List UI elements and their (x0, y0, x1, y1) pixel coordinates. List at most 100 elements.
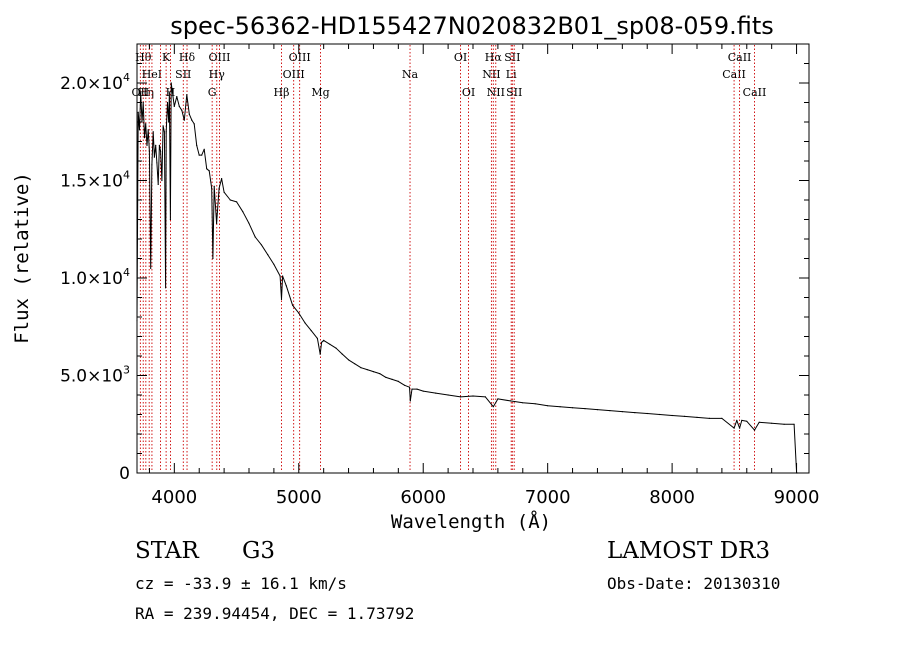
spectrum-point-71 (321, 341, 323, 343)
spectrum-point-108 (634, 412, 636, 414)
spectrum-point-82 (385, 376, 387, 378)
subclass: G3 (242, 538, 276, 564)
line-label-13: Hβ (274, 86, 290, 99)
spectrum-point-27 (168, 92, 170, 94)
spectrum-point-28 (169, 218, 171, 221)
line-label-12: OIII (208, 51, 230, 64)
spectrum-point-43 (203, 148, 205, 150)
spectrum-point-76 (348, 359, 350, 361)
object-class: STAR (135, 538, 199, 564)
spectrum-point-95 (484, 396, 486, 398)
spectrum-point-124 (783, 423, 785, 425)
spectrum-point-93 (460, 396, 462, 398)
spectrum-point-19 (160, 150, 162, 152)
chart-title: spec-56362-HD155427N020832B01_sp08-059.f… (170, 12, 774, 40)
y-tick-label-0: 0 (119, 464, 130, 484)
spectrum-point-111 (671, 414, 673, 417)
line-label-6: K (162, 51, 171, 64)
line-label-26: CaII (722, 68, 746, 81)
spectrum-point-90 (422, 390, 424, 392)
spectrum-point-35 (183, 119, 185, 121)
spectrum-point-9 (147, 129, 149, 131)
spectrum-point-68 (310, 330, 312, 332)
line-label-20: NII (482, 68, 500, 81)
spectrum-point-46 (211, 187, 213, 189)
spectrum-point-89 (416, 388, 418, 390)
line-label-15: OIII (289, 51, 311, 64)
spectrum-point-66 (298, 312, 300, 314)
spectrum-point-5 (142, 101, 144, 104)
coordinates: RA = 239.94454, DEC = 1.73792 (135, 604, 415, 623)
spectrum-point-2 (138, 129, 141, 131)
spectrum-point-107 (621, 411, 623, 413)
spectrum-point-58 (260, 244, 262, 246)
x-tick-label-4: 8000 (649, 487, 695, 508)
spectrum-point-112 (684, 415, 686, 417)
line-label-23: Li (506, 68, 517, 81)
spectrum-point-31 (173, 105, 175, 107)
spectrum-point-85 (404, 384, 406, 386)
line-label-11: Hγ (209, 68, 226, 81)
spectrum-point-86 (408, 386, 411, 388)
spectrum-point-1 (137, 111, 139, 113)
spectrum-point-69 (316, 337, 318, 339)
y-tick-exponent-2: 4 (123, 266, 130, 279)
line-label-18: OI (454, 51, 467, 64)
line-label-14: OIII (283, 68, 305, 81)
spectrum-point-18 (158, 144, 160, 146)
spectrum-point-64 (285, 285, 287, 287)
spectrum-point-113 (696, 416, 698, 418)
spectrum-point-78 (360, 367, 362, 369)
spectrum-point-87 (409, 400, 411, 402)
line-label-4: HeI (142, 68, 162, 81)
redshift-velocity: cz = -33.9 ± 16.1 km/s (135, 574, 347, 593)
axes: 4000 5000 6000 7000 8000 9000 0 5.0×103 1.0×104 1… (60, 44, 819, 508)
spectrum-point-24 (165, 131, 167, 133)
spectrum-point-121 (753, 429, 756, 431)
spectrum-point-59 (267, 254, 269, 256)
spectrum-point-16 (156, 162, 158, 164)
x-tick-label-2: 6000 (400, 487, 446, 508)
spectrum-point-57 (254, 236, 256, 238)
spectrum-point-119 (741, 419, 743, 421)
spectrum-point-70 (319, 353, 321, 355)
spectrum-point-83 (391, 378, 393, 380)
x-tick-label-3: 7000 (525, 487, 571, 508)
line-label-7: H (166, 86, 176, 99)
spectrum-point-25 (166, 101, 169, 104)
spectrum-line-0 (136, 82, 798, 474)
spectrum-point-60 (273, 263, 275, 265)
spectrum-point-122 (758, 421, 760, 423)
spectrum-point-115 (721, 417, 723, 419)
survey-name: LAMOST DR3 (607, 538, 771, 564)
spectrum-point-94 (472, 395, 474, 397)
spectrum-point-56 (248, 222, 250, 224)
line-label-10: G (208, 86, 217, 99)
line-label-21: Hα (485, 51, 503, 64)
y-tick-label-1: 5.0×103 (60, 364, 130, 387)
spectrum-point-109 (646, 412, 648, 415)
spectrum-point-14 (153, 156, 155, 158)
line-label-8: SII (175, 68, 191, 81)
spectrum-point-44 (206, 168, 208, 170)
spectrum-point-30 (171, 92, 174, 94)
line-label-24: SII (504, 51, 520, 64)
spectrum-point-104 (584, 408, 586, 410)
spectrum-point-61 (279, 275, 281, 277)
spectrum-point-81 (379, 373, 381, 375)
y-tick-label-2: 1.0×104 (60, 266, 130, 289)
spectrum-point-84 (397, 380, 399, 382)
x-tick-label-0: 4000 (151, 487, 197, 508)
spectrum-point-52 (223, 191, 225, 193)
spectrum-point-26 (168, 121, 170, 123)
spectrum-point-10 (148, 150, 150, 152)
spectrum-point-15 (155, 144, 157, 146)
spectrum-point-7 (145, 123, 147, 125)
line-label-25: SII (506, 86, 522, 99)
y-tick-exponent-1: 3 (123, 364, 130, 377)
x-tick-label-1: 5000 (276, 487, 322, 508)
spectrum-point-67 (304, 322, 306, 324)
spectrum-point-101 (547, 405, 549, 407)
spectrum-point-103 (572, 407, 574, 409)
spectrum-point-91 (435, 392, 437, 394)
